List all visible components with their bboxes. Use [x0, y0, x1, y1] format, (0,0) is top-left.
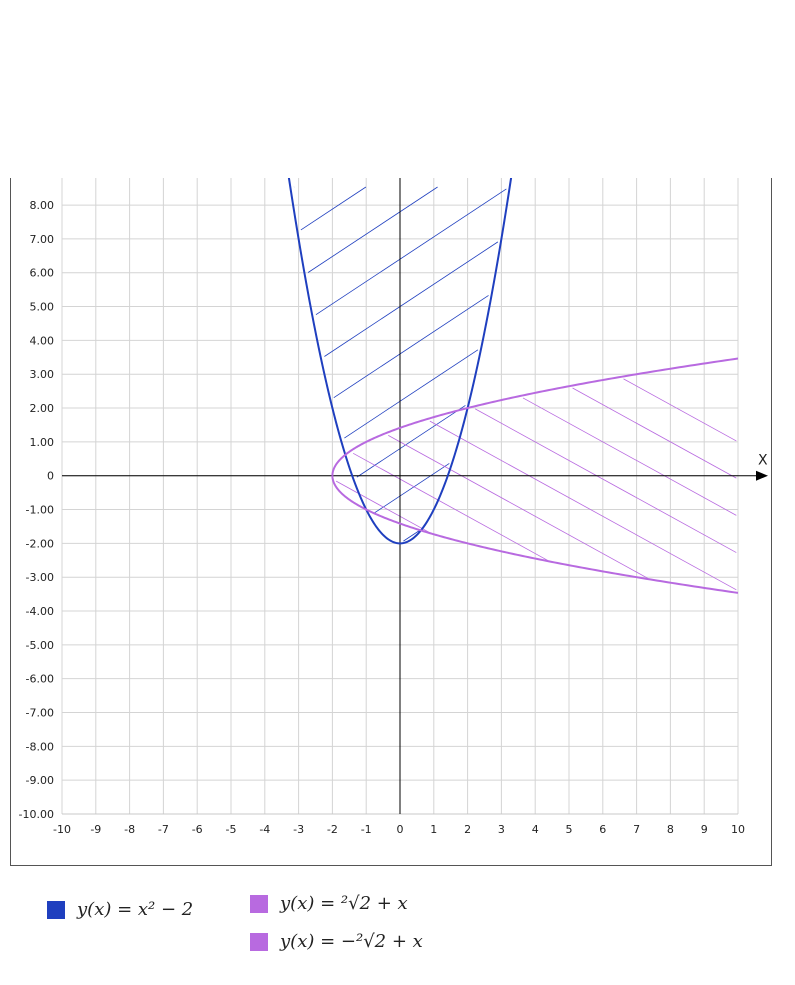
y-tick-label: -3.00 [26, 571, 54, 584]
hatch-line-root [475, 408, 737, 553]
legend-swatch [250, 932, 268, 951]
hatch-line-root [335, 480, 430, 534]
y-tick-label: 7.00 [30, 233, 55, 246]
hatch-line-parabola [356, 405, 466, 478]
x-tick-label: 5 [566, 823, 573, 836]
chart-frame: -10 -9 -8 -7 -6 -5 -4 -3 -2 -1 0 1 2 3 4 5 6 7 8 9 10 8.00 7.0… [10, 178, 772, 866]
x-tick-label: -3 [293, 823, 304, 836]
hatch-line-parabola [372, 463, 450, 515]
hatch-line-parabola [307, 186, 438, 273]
curve-sqrt-negative [331, 475, 738, 594]
x-tick-label: -6 [192, 823, 203, 836]
hatch-line-parabola [403, 530, 420, 542]
x-tick-label: -1 [361, 823, 372, 836]
y-tick-label: 3.00 [30, 368, 55, 381]
legend-item-sqrt-negative: y(x) = −²√2 + x [250, 931, 423, 952]
x-tick-label: 8 [667, 823, 674, 836]
x-tick-label: -4 [259, 823, 270, 836]
tick-labels: -10 -9 -8 -7 -6 -5 -4 -3 -2 -1 0 1 2 3 4 5 6 7 8 9 108.007.0… [19, 199, 768, 836]
hatch-line-root [522, 397, 737, 516]
x-tick-label: -10 [53, 823, 71, 836]
y-tick-label: 2.00 [30, 402, 55, 415]
hatch-line-root [429, 420, 737, 591]
y-tick-label: 1.00 [30, 436, 55, 449]
hatch-line-parabola [344, 349, 479, 439]
x-axis-arrow [756, 470, 768, 481]
x-tick-label: -7 [158, 823, 169, 836]
legend-item-parabola: y(x) = x² − 2 [47, 899, 193, 920]
y-tick-label: 5.00 [30, 301, 55, 314]
x-tick-label: 2 [464, 823, 471, 836]
y-tick-label: -6.00 [26, 673, 54, 686]
legend-label: y(x) = ²√2 + x [280, 893, 408, 914]
y-tick-label: 4.00 [30, 334, 55, 347]
y-tick-label: -5.00 [26, 639, 54, 652]
x-tick-label: -5 [226, 823, 237, 836]
axes [62, 178, 768, 814]
x-tick-label: -2 [327, 823, 338, 836]
legend-swatch [47, 900, 65, 919]
curve-parabola [287, 178, 513, 545]
x-axis-label: X [758, 453, 768, 469]
curves [287, 178, 738, 594]
x-tick-label: 6 [599, 823, 606, 836]
x-tick-label: 3 [498, 823, 505, 836]
legend-item-sqrt-positive: y(x) = ²√2 + x [250, 893, 408, 914]
y-tick-label: -4.00 [26, 605, 54, 618]
legend-label: y(x) = x² − 2 [77, 899, 194, 920]
x-tick-label: -9 [90, 823, 101, 836]
x-tick-label: 9 [701, 823, 708, 836]
x-tick-label: 4 [532, 823, 539, 836]
hatch-line-root [623, 378, 737, 442]
x-tick-label: 7 [633, 823, 640, 836]
y-tick-label: 6.00 [30, 267, 55, 280]
hatch-line-root [572, 387, 737, 479]
hatch-line-parabola [300, 186, 367, 231]
y-tick-label: -1.00 [26, 504, 54, 517]
function-plot: -10 -9 -8 -7 -6 -5 -4 -3 -2 -1 0 1 2 3 4 5 6 7 8 9 108.007.0… [19, 178, 768, 836]
hatch-line-root [388, 435, 649, 579]
legend-swatch [250, 894, 268, 913]
hatch-line-root [352, 452, 549, 561]
y-tick-label: 8.00 [30, 199, 55, 212]
y-tick-label: -10.00 [19, 808, 54, 821]
hatch-line-parabola [324, 241, 499, 357]
x-tick-label: 0 [397, 823, 404, 836]
x-tick-label: 1 [430, 823, 437, 836]
y-tick-label: -2.00 [26, 537, 54, 550]
hatch-fill [293, 186, 737, 591]
hatch-line-parabola [315, 188, 507, 316]
legend-label: y(x) = −²√2 + x [280, 931, 423, 952]
y-tick-label: -9.00 [26, 774, 54, 787]
hatch-line-parabola [333, 295, 489, 398]
y-tick-label: -7.00 [26, 707, 54, 720]
y-tick-label: 0 [47, 470, 54, 483]
x-tick-label: 10 [731, 823, 745, 836]
curve-sqrt-positive [331, 357, 738, 476]
y-tick-label: -8.00 [26, 740, 54, 753]
x-tick-label: -8 [124, 823, 135, 836]
